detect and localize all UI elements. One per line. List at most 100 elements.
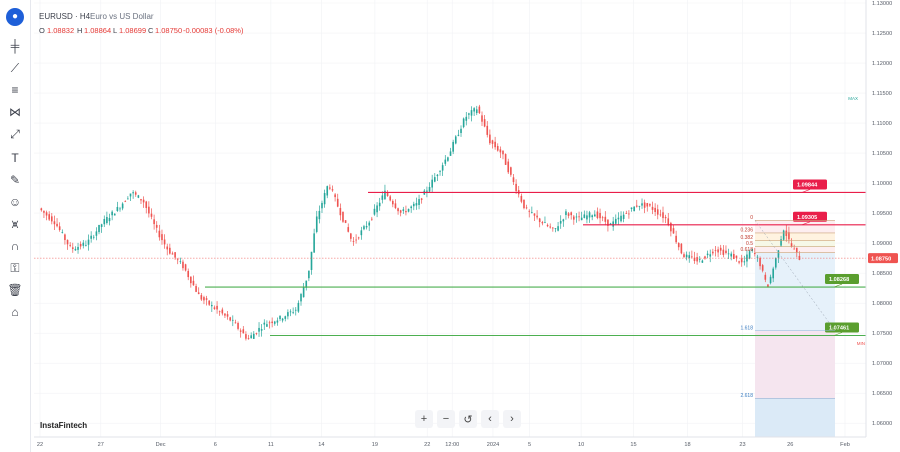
symbol-title: EURUSD · H4 (39, 12, 91, 21)
candle-body (777, 250, 780, 258)
candle-body (559, 220, 562, 224)
candle-body (326, 186, 329, 196)
candle-body (599, 212, 601, 219)
candle-body (478, 106, 481, 114)
brand-label: InstaFintech (40, 421, 88, 430)
lock-icon[interactable]: ⚿ (10, 261, 20, 275)
candle-body (402, 209, 405, 211)
candle-body (234, 322, 237, 324)
pattern-icon[interactable]: ⋈ (9, 105, 21, 119)
candle-body (287, 312, 289, 317)
candle-body (363, 226, 365, 230)
zoom-out-button[interactable]: − (437, 410, 455, 428)
candle-body (412, 203, 415, 207)
min-label: MIN (857, 341, 865, 346)
candle-body (620, 215, 622, 222)
candle-body (520, 195, 523, 202)
candle-body (580, 217, 583, 221)
y-tick-label: 1.09000 (872, 241, 892, 247)
candle-body (176, 259, 179, 261)
x-tick-label: 27 (98, 442, 104, 448)
fib-label: 2.618 (740, 393, 753, 399)
candle-body (449, 151, 452, 156)
candle-body (310, 251, 313, 270)
x-tick-label: 11 (268, 442, 274, 448)
fib-icon[interactable]: ≡ (11, 83, 19, 97)
candle-body (677, 243, 680, 248)
candle-body (447, 157, 449, 161)
candle-body (242, 329, 245, 334)
candle-body (441, 165, 444, 171)
y-tick-label: 1.11000 (872, 121, 892, 127)
candle-body (169, 247, 171, 254)
candle-body (182, 261, 184, 269)
resistance-1-label: 1.09844 (797, 182, 818, 188)
candle-body (226, 314, 229, 317)
candle-body (200, 295, 203, 300)
drawing-toolbar: ● ╪ ⟋ ≡ ⋈ ⤢ T ✎ ☺ ⩙ ∩ ⚿ 🗑 ⌂ (0, 0, 31, 452)
magnet-icon[interactable]: ∩ (10, 239, 20, 253)
candle-body (339, 208, 342, 216)
candle-body (772, 268, 774, 279)
candle-body (137, 195, 140, 198)
trend-line-icon[interactable]: ⟋ (10, 61, 20, 75)
candle-body (77, 246, 79, 250)
candle-body (229, 317, 231, 321)
y-tick-label: 1.13000 (872, 1, 892, 7)
candle-body (132, 192, 134, 194)
candle-body (415, 203, 418, 206)
candle-body (614, 218, 617, 224)
candle-body (271, 321, 273, 324)
candle-body (593, 214, 596, 217)
candle-body (281, 318, 284, 321)
x-tick-label: Feb (840, 442, 850, 448)
candle-body (538, 218, 541, 223)
candle-body (544, 222, 546, 224)
forecast-icon[interactable]: ⤢ (10, 127, 20, 141)
price-chart[interactable]: 1.08750 1.09844 1.09305 1.08268 1.07461 MAX MI… (30, 0, 900, 452)
y-tick-label: 1.11500 (872, 91, 892, 97)
x-tick-label: 6 (214, 442, 217, 448)
x-tick-label: 19 (372, 442, 378, 448)
crosshair-icon[interactable]: ╪ (10, 39, 20, 53)
candle-body (255, 333, 258, 334)
emoji-icon[interactable]: ☺ (8, 195, 22, 209)
scroll-right-button[interactable]: › (503, 410, 521, 428)
candle-body (276, 320, 279, 323)
scroll-left-button[interactable]: ‹ (481, 410, 499, 428)
home-icon[interactable]: ⌂ (11, 305, 19, 319)
candle-body (263, 322, 266, 325)
x-tick-label: 2024 (487, 442, 499, 448)
grid (34, 0, 866, 437)
candle-body (612, 221, 614, 227)
candle-body (405, 211, 407, 213)
candle-body (208, 300, 211, 305)
candle-body (785, 230, 788, 236)
candle-body (111, 211, 113, 216)
candle-body (124, 201, 127, 203)
ruler-icon[interactable]: ⩙ (11, 217, 19, 231)
resistance-1-badge (793, 179, 827, 190)
x-tick-label: 12:00 (445, 442, 459, 448)
trash-icon[interactable]: 🗑 (7, 283, 23, 297)
candle-body (140, 199, 142, 201)
candle-body (292, 312, 294, 314)
reset-button[interactable]: ↺ (459, 410, 477, 428)
candle-body (554, 228, 557, 230)
candle-body (113, 213, 116, 216)
zoom-in-button[interactable]: + (415, 410, 433, 428)
candle-body (150, 213, 153, 217)
candle-body (651, 206, 654, 210)
candle-body (273, 321, 276, 324)
fib-label: 0.382 (740, 235, 753, 241)
candle-body (300, 294, 302, 302)
candle-body (714, 250, 717, 252)
candles (40, 104, 801, 341)
candle-body (260, 329, 263, 331)
candle-body (468, 113, 470, 115)
candle-body (95, 231, 98, 236)
brush-icon[interactable]: ✎ (9, 173, 21, 187)
candle-body (782, 230, 785, 240)
candle-body (475, 109, 478, 114)
text-icon[interactable]: T (11, 151, 19, 165)
